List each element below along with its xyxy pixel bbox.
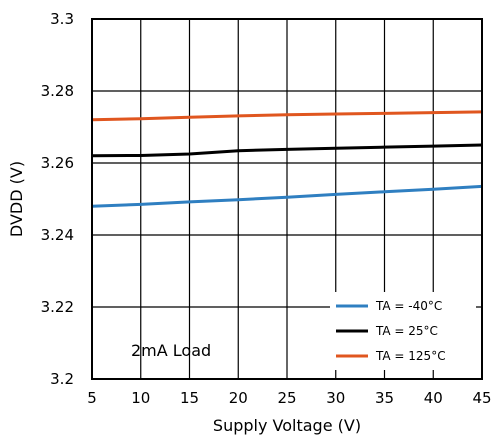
legend-label: TA = 125°C — [375, 349, 446, 363]
x-tick-labels: 5 10 15 20 25 30 35 40 45 — [87, 389, 491, 407]
y-tick-label: 3.3 — [50, 10, 74, 28]
legend-label: TA = -40°C — [375, 299, 442, 313]
x-tick-label: 25 — [277, 389, 296, 407]
legend-label: TA = 25°C — [375, 324, 438, 338]
series-line — [91, 110, 483, 122]
x-tick-label: 5 — [87, 389, 97, 407]
y-tick-label: 3.26 — [41, 154, 74, 172]
y-tick-label: 3.2 — [50, 370, 74, 388]
y-tick-label: 3.24 — [41, 226, 74, 244]
x-tick-label: 45 — [472, 389, 491, 407]
series-line — [91, 184, 483, 208]
x-tick-label: 10 — [131, 389, 150, 407]
y-tick-label: 3.22 — [41, 298, 74, 316]
x-tick-label: 20 — [229, 389, 248, 407]
x-tick-label: 15 — [180, 389, 199, 407]
x-tick-label: 30 — [326, 389, 345, 407]
grid — [92, 19, 482, 379]
x-tick-label: 40 — [424, 389, 443, 407]
y-axis-title: DVDD (V) — [7, 161, 26, 237]
series-line — [91, 143, 483, 158]
legend: TA = -40°C TA = 25°C TA = 125°C — [330, 292, 476, 370]
plot-frame — [91, 18, 483, 380]
x-tick-label: 35 — [375, 389, 394, 407]
x-axis-title: Supply Voltage (V) — [213, 416, 361, 435]
y-tick-label: 3.28 — [41, 82, 74, 100]
y-tick-labels: 3.2 3.22 3.24 3.26 3.28 3.3 — [41, 10, 74, 388]
load-annotation: 2mA Load — [131, 341, 211, 360]
series-lines — [91, 110, 483, 208]
